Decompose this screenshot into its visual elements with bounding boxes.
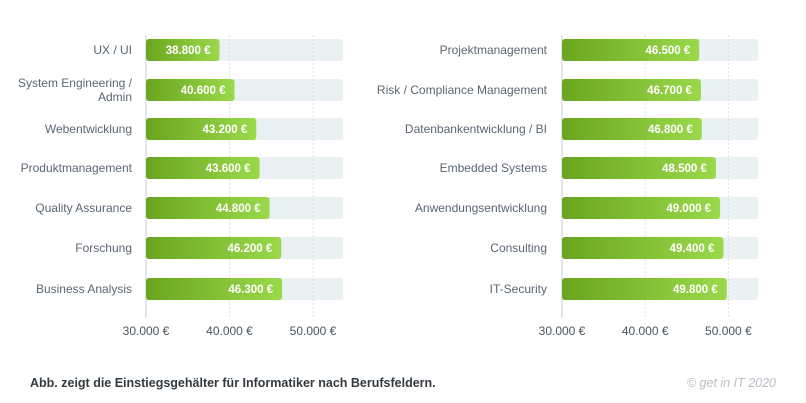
- category-label: Risk / Compliance Management: [377, 83, 548, 97]
- bar-value-label: 46.300 €: [228, 284, 273, 296]
- category-label: Forschung: [75, 241, 132, 255]
- bar: [562, 197, 721, 219]
- x-tick-label: 50.000 €: [705, 324, 752, 338]
- copyright-credit: © get in IT 2020: [686, 376, 776, 390]
- category-label: Produktmanagement: [21, 161, 133, 175]
- bar: [562, 39, 700, 61]
- category-label: Business Analysis: [36, 282, 132, 296]
- bar: [146, 197, 270, 219]
- bar-value-label: 43.600 €: [206, 163, 251, 175]
- x-tick-label: 30.000 €: [539, 324, 586, 338]
- x-tick-label: 50.000 €: [290, 324, 337, 338]
- chart-left: 38.800 € UX / UI 40.600 € System Engineerin…: [18, 35, 344, 338]
- bar: [146, 278, 283, 300]
- category-label: Consulting: [490, 241, 547, 255]
- bar: [562, 278, 727, 300]
- bar: [562, 237, 724, 259]
- category-label: Embedded Systems: [440, 161, 547, 175]
- bar: [146, 118, 257, 140]
- bar-value-label: 43.200 €: [202, 124, 247, 136]
- bar-value-label: 46.800 €: [648, 124, 693, 136]
- category-label: Anwendungsentwicklung: [415, 201, 547, 215]
- category-label: Quality Assurance: [35, 201, 132, 215]
- bar: [146, 39, 220, 61]
- x-tick-label: 40.000 €: [622, 324, 669, 338]
- bar: [146, 79, 235, 101]
- x-tick-label: 40.000 €: [206, 324, 253, 338]
- category-label: IT-Security: [490, 282, 547, 296]
- bar-value-label: 46.500 €: [646, 45, 691, 57]
- bar-value-label: 49.800 €: [673, 284, 718, 296]
- bar-value-label: 49.000 €: [666, 203, 711, 215]
- bar-value-label: 46.700 €: [647, 85, 692, 97]
- bar: [562, 79, 701, 101]
- figure-caption: Abb. zeigt die Einstiegsgehälter für Inf…: [30, 376, 436, 390]
- bar-value-label: 46.200 €: [228, 243, 273, 255]
- bar-value-label: 38.800 €: [166, 45, 211, 57]
- category-label: Datenbankentwicklung / BI: [405, 122, 547, 136]
- bar: [562, 157, 716, 179]
- category-label: Webentwicklung: [45, 122, 132, 136]
- bar: [146, 157, 260, 179]
- chart-right: 46.500 € Projektmanagement 46.700 € Risk / …: [377, 35, 759, 338]
- bar-value-label: 40.600 €: [181, 85, 226, 97]
- x-tick-label: 30.000 €: [123, 324, 170, 338]
- category-label: Projektmanagement: [440, 43, 548, 57]
- category-label: System Engineering / Admin: [18, 76, 133, 104]
- bar: [146, 237, 282, 259]
- category-label: UX / UI: [93, 43, 132, 57]
- bar-value-label: 49.400 €: [670, 243, 715, 255]
- bar: [562, 118, 702, 140]
- bar-value-label: 48.500 €: [662, 163, 707, 175]
- bar-value-label: 44.800 €: [216, 203, 261, 215]
